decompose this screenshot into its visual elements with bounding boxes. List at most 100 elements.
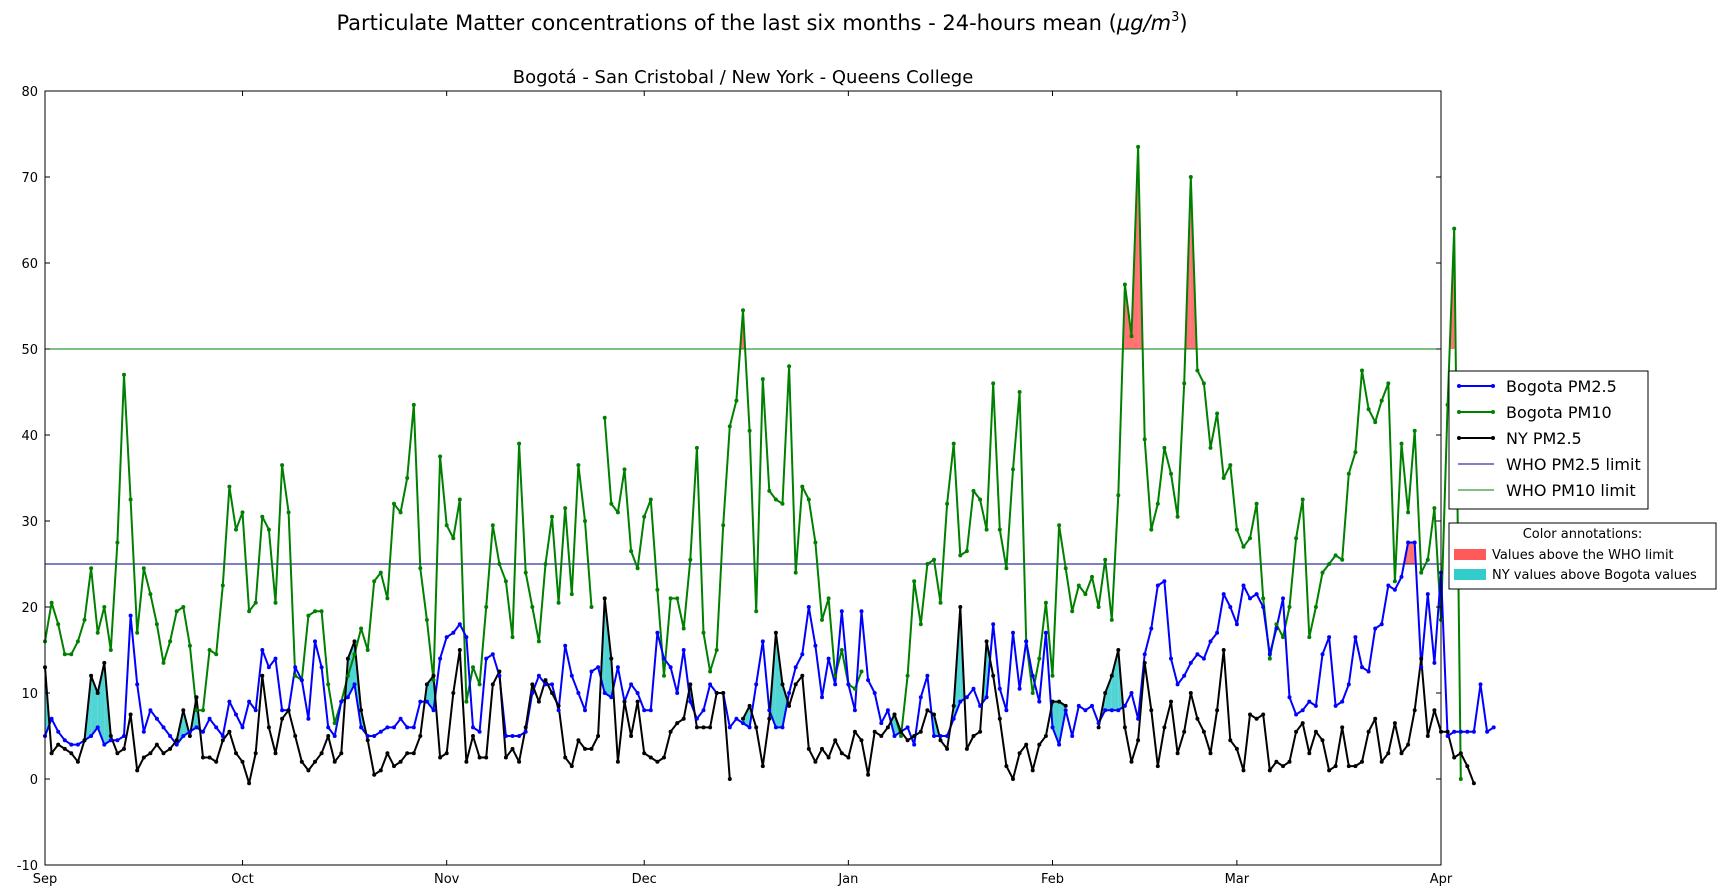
- bogota-pm25-point: [444, 635, 449, 640]
- ny-pm25-point: [675, 721, 680, 726]
- ny-pm25-point: [536, 699, 541, 704]
- bogota-pm25-point: [1090, 703, 1094, 708]
- ny-pm25-point: [773, 630, 778, 635]
- bogota-pm25-point: [95, 725, 100, 730]
- bogota-pm10-point: [780, 501, 785, 506]
- bogota-pm10-point: [510, 635, 515, 640]
- ny-pm25-point: [1201, 729, 1206, 734]
- ny-pm25-point: [550, 691, 554, 695]
- bogota-pm10-point: [550, 514, 554, 519]
- bogota-pm10-point: [1458, 777, 1463, 781]
- bogota-pm25-point: [1050, 725, 1055, 730]
- bogota-pm25-point: [530, 691, 535, 695]
- bogota-pm25-point: [1379, 622, 1384, 627]
- bogota-pm10-point: [266, 527, 271, 532]
- ny-pm25-point: [214, 759, 219, 764]
- bogota-pm25-point: [1406, 540, 1411, 545]
- ny-pm25-point: [181, 708, 186, 713]
- bogota-pm10-point: [576, 463, 581, 468]
- bogota-pm10-point: [760, 377, 765, 382]
- ny-pm25-point: [240, 759, 245, 764]
- bogota-pm25-point: [339, 699, 344, 704]
- bogota-pm10-point: [747, 428, 752, 433]
- bogota-pm25-point: [1024, 639, 1029, 644]
- ny-pm25-point: [1379, 759, 1384, 764]
- bogota-pm10-point: [194, 708, 199, 713]
- ny-pm25-point: [1142, 660, 1147, 665]
- bogota-pm10-point: [1346, 471, 1351, 476]
- bogota-pm25-point: [1175, 682, 1180, 687]
- bogota-pm25-point: [615, 665, 620, 670]
- annotation-swatch: [1454, 569, 1486, 580]
- ny-pm25-point: [1116, 648, 1121, 652]
- bogota-pm25-point: [411, 725, 416, 730]
- ny-pm25-point: [148, 751, 153, 756]
- bogota-pm25-point: [227, 699, 232, 704]
- bogota-pm10-point: [1017, 390, 1022, 394]
- ny-pm25-point: [1017, 751, 1022, 756]
- bogota-pm10-point: [89, 566, 94, 571]
- ny-pm25-point: [299, 759, 304, 764]
- bogota-pm25-point: [609, 695, 614, 700]
- ny-pm25-point: [596, 734, 601, 738]
- bogota-pm25-point: [471, 725, 475, 730]
- bogota-pm25-point: [938, 734, 943, 738]
- ny-pm25-point: [1287, 759, 1292, 764]
- bogota-pm25-point: [760, 639, 765, 644]
- ny-pm25-point: [918, 729, 923, 734]
- bogota-pm10-point: [1320, 570, 1325, 575]
- ny-pm25-point: [681, 716, 686, 721]
- bogota-pm25-point: [431, 708, 436, 713]
- y-tick-label: 60: [21, 257, 38, 272]
- bogota-pm10-point: [174, 609, 179, 614]
- ny-pm25-point: [1149, 708, 1154, 713]
- bogota-pm25-point: [1327, 635, 1332, 640]
- bogota-pm25-point: [1360, 665, 1364, 670]
- bogota-pm25-point: [1261, 605, 1266, 609]
- bogota-pm25-point: [872, 691, 877, 695]
- bogota-pm10-point: [102, 605, 107, 609]
- ny-pm25-point: [997, 716, 1002, 721]
- ny-pm25-line: [44, 597, 1475, 785]
- bogota-pm10-point: [201, 708, 205, 713]
- ny-pm25-point: [1465, 764, 1470, 769]
- bogota-pm10-point: [365, 648, 370, 652]
- bogota-pm25-point: [1096, 721, 1101, 726]
- bogota-pm25-point: [398, 716, 403, 721]
- bogota-pm25-point: [523, 729, 528, 734]
- bogota-pm25-point: [866, 678, 871, 683]
- ny-pm25-point: [174, 738, 179, 743]
- ny-pm25-point: [326, 734, 331, 738]
- bogota-pm25-point: [1149, 626, 1154, 631]
- bogota-pm25-point: [457, 622, 462, 627]
- ny-pm25-point: [1063, 703, 1068, 708]
- bogota-pm10-point: [56, 622, 61, 627]
- ny-pm25-point: [747, 703, 752, 708]
- ny-pm25-point: [813, 759, 818, 764]
- bogota-pm25-point: [602, 691, 607, 695]
- bogota-pm25-point: [800, 652, 805, 657]
- y-tick-label: 30: [21, 515, 38, 530]
- bogota-pm10-point: [675, 596, 680, 601]
- ny-pm25-point: [905, 738, 910, 743]
- bogota-pm25-point: [859, 609, 864, 614]
- bogota-pm10-point: [161, 660, 166, 665]
- ny-pm25-point: [1254, 716, 1259, 721]
- bogota-pm25-point: [569, 673, 574, 678]
- bogota-pm10-point: [1142, 437, 1147, 442]
- bogota-pm10-point: [951, 441, 956, 446]
- bogota-pm10-point: [1037, 656, 1042, 661]
- y-tick-label: 0: [30, 773, 38, 788]
- bogota-pm10-point: [1300, 497, 1305, 502]
- ny-pm25-point: [767, 716, 772, 721]
- x-tick-label: Oct: [231, 872, 253, 887]
- bogota-pm10-point: [1313, 605, 1318, 609]
- ny-pm25-point: [1011, 777, 1015, 781]
- ny-above-bogota-fill: [1052, 701, 1060, 745]
- bogota-pm25-point: [365, 734, 370, 738]
- ny-pm25-point: [583, 746, 587, 751]
- ny-pm25-point: [464, 759, 469, 764]
- bogota-pm10-point: [1234, 527, 1239, 532]
- bogota-pm25-point: [1195, 652, 1200, 657]
- bogota-pm10-point: [471, 665, 475, 670]
